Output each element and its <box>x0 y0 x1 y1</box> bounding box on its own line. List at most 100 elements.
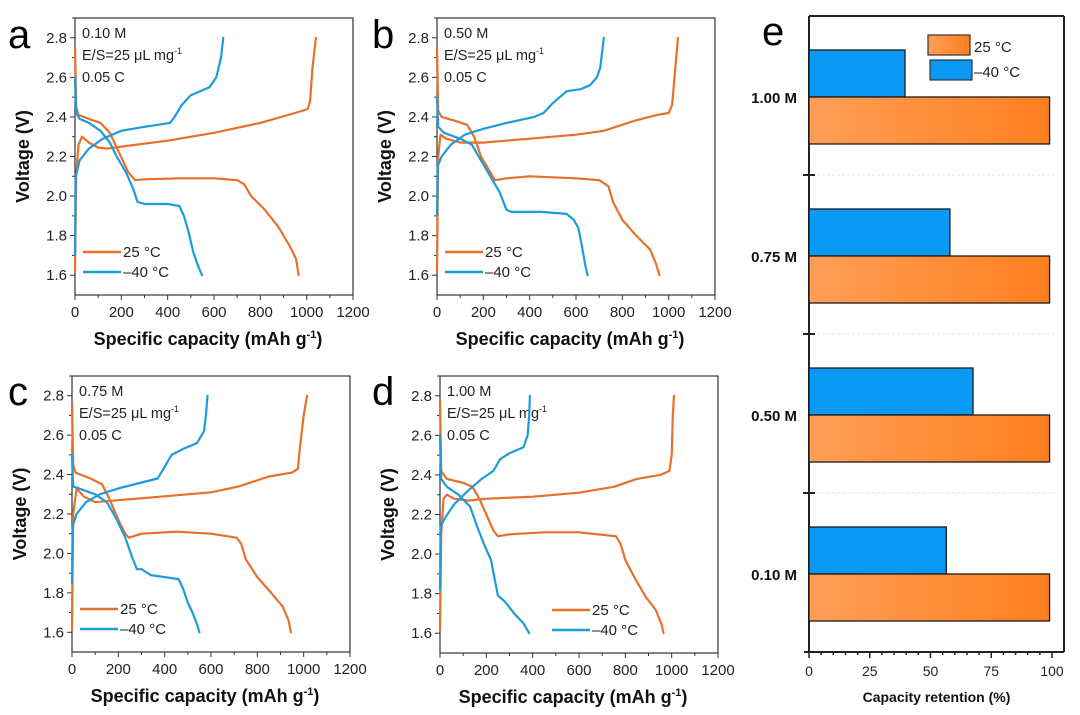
panel-letter: a <box>8 13 31 57</box>
series-line-minus40C <box>73 36 225 257</box>
series-line-25C <box>438 394 676 631</box>
y-tick-label: 2.2 <box>411 507 432 524</box>
bar-25C <box>808 255 1051 304</box>
legend-label: 25 °C <box>592 602 630 619</box>
panel-e: e 0 25 50 75 100 Capacity retention (%) 1.00 M 0… <box>751 10 1065 705</box>
series-line-minus40C <box>438 434 531 635</box>
y-tick-label: 2.6 <box>408 69 429 86</box>
x-tick-label: 600 <box>198 661 223 678</box>
series-line-25C <box>435 36 679 273</box>
x-tick-label: 200 <box>106 661 131 678</box>
y-tick-label: 2.8 <box>411 388 432 405</box>
close-paren: ) <box>316 329 322 349</box>
legend-swatch-minus40C <box>929 59 973 81</box>
y-tick-label: 2.0 <box>46 188 67 205</box>
condition-annotation: E/S=25 μL mg-1 <box>82 46 182 64</box>
x-tick-label: 800 <box>610 304 635 321</box>
y-tick-label: 1.6 <box>43 624 64 641</box>
y-axis-title: Voltage (V) <box>375 110 395 203</box>
x-tick-label: 600 <box>563 304 588 321</box>
category-label: 0.10 M <box>751 567 797 584</box>
bar-minus40C <box>808 526 947 575</box>
panel-letter: e <box>762 10 784 54</box>
x-tick-label: 800 <box>613 662 638 679</box>
condition-annotation: 0.50 M <box>444 26 488 42</box>
legend-label: 25 °C <box>974 39 1012 56</box>
x-tick-label: 1000 <box>655 662 688 679</box>
x-tick-label: 25 <box>862 663 878 679</box>
x-tick-label: 400 <box>155 304 180 321</box>
x-tick-label: 1000 <box>652 304 685 321</box>
legend-label: –40 °C <box>120 621 166 638</box>
x-tick-label: 0 <box>436 662 444 679</box>
condition-annotation: E/S=25 μL mg-1 <box>79 404 179 422</box>
x-tick-label: 400 <box>517 304 542 321</box>
series-line-25C <box>438 398 665 635</box>
y-tick-label: 2.4 <box>46 109 67 126</box>
bar-25C <box>808 414 1051 463</box>
close-paren: ) <box>681 687 687 707</box>
y-tick-label: 1.6 <box>408 267 429 284</box>
y-axis-title: Voltage (V) <box>13 110 33 203</box>
series-line-minus40C <box>70 453 201 634</box>
condition-annotation: 0.05 C <box>79 428 122 444</box>
x-tick-label: 0 <box>805 663 813 679</box>
x-tick-label: 1200 <box>698 304 731 321</box>
y-tick-label: 1.6 <box>46 267 67 284</box>
condition-annotation: 0.10 M <box>82 26 126 42</box>
superscript: -1 <box>672 687 682 699</box>
x-tick-label: 1000 <box>287 661 320 678</box>
superscript: -1 <box>539 404 547 414</box>
x-tick-label: 50 <box>923 663 939 679</box>
y-tick-label: 2.2 <box>46 149 67 166</box>
condition-annotation: 0.75 M <box>79 384 123 400</box>
bar-25C <box>808 573 1051 622</box>
x-axis-title: Specific capacity (mAh g-1) <box>91 686 320 706</box>
close-paren: ) <box>678 329 684 349</box>
y-tick-label: 2.6 <box>411 427 432 444</box>
y-tick-label: 2.6 <box>43 427 64 444</box>
y-tick-label: 2.2 <box>43 506 64 523</box>
panel-c: c 0 200 400 600 800 1000 1200 1.6 1.8 2.0 2.2 2.4 2.6… <box>8 370 367 706</box>
x-tick-label: 600 <box>566 662 591 679</box>
x-tick-label: 600 <box>201 304 226 321</box>
series-line-25C <box>70 402 292 634</box>
series-line-25C <box>73 46 300 277</box>
y-tick-label: 1.8 <box>408 228 429 245</box>
x-tick-label: 400 <box>520 662 545 679</box>
superscript: -1 <box>304 686 314 698</box>
legend-label: –40 °C <box>592 622 638 639</box>
condition-annotation: 1.00 M <box>447 384 491 400</box>
y-tick-label: 2.4 <box>411 467 432 484</box>
superscript: -1 <box>669 329 679 341</box>
category-label: 0.50 M <box>751 408 797 425</box>
x-tick-label: 1200 <box>333 661 366 678</box>
series-line-25C <box>70 394 309 630</box>
x-tick-label: 1000 <box>290 304 323 321</box>
legend-label: 25 °C <box>123 244 161 261</box>
panel-d: d 0 200 400 600 800 1000 1200 1.6 1.8 2.0 2.2 2.4 2.6… <box>372 370 735 707</box>
superscript: -1 <box>307 329 317 341</box>
series-line-minus40C <box>435 36 605 217</box>
legend-label: –40 °C <box>123 264 169 281</box>
bar-minus40C <box>808 208 951 257</box>
y-axis-title: Voltage (V) <box>10 468 30 561</box>
y-tick-label: 2.6 <box>46 69 67 86</box>
series-line-minus40C <box>70 394 209 585</box>
x-tick-label: 400 <box>152 661 177 678</box>
x-tick-label: 0 <box>433 304 441 321</box>
y-tick-label: 2.0 <box>411 546 432 563</box>
y-tick-label: 2.4 <box>43 467 64 484</box>
series-line-25C <box>435 46 661 277</box>
x-axis-title: Capacity retention (%) <box>863 689 1011 705</box>
y-tick-label: 2.8 <box>408 30 429 47</box>
x-tick-label: 1200 <box>336 304 369 321</box>
bar-minus40C <box>808 367 974 416</box>
y-axis-title: Voltage (V) <box>378 468 398 561</box>
superscript: -1 <box>171 404 179 414</box>
superscript: -1 <box>536 46 544 56</box>
condition-annotation: 0.05 C <box>444 70 487 86</box>
y-tick-label: 1.8 <box>46 228 67 245</box>
panel-a: a 0 200 400 600 800 1000 1200 1.6 1.8 2.0 2.2 2.4 2.6… <box>8 13 370 349</box>
